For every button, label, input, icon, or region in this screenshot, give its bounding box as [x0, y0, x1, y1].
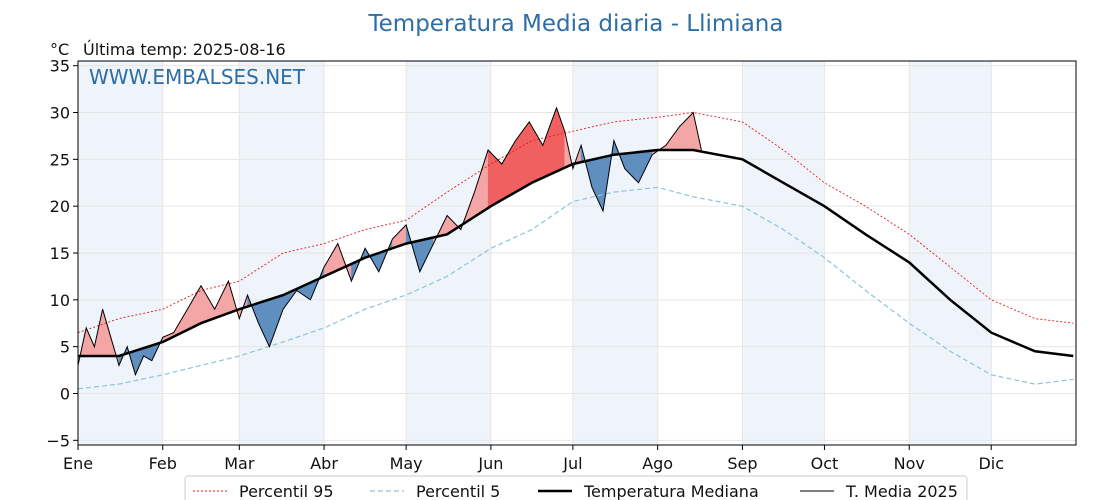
x-tick-label: Dic — [978, 454, 1004, 473]
series-line-current — [77, 106, 702, 377]
x-tick-label: Mar — [224, 454, 255, 473]
x-tick-label: Ene — [63, 454, 93, 473]
x-tick-label: Jul — [562, 454, 582, 473]
y-tick-label: −5 — [46, 431, 70, 450]
y-tick-label: 35 — [50, 57, 70, 76]
x-tick-label: Nov — [894, 454, 925, 473]
above-median-fill — [528, 120, 544, 185]
unit-label: °C — [50, 40, 69, 59]
x-tick-label: May — [390, 454, 423, 473]
legend: Percentil 95 Percentil 5 Temperatura Media… — [184, 475, 968, 500]
legend-label-p5: Percentil 5 — [416, 482, 500, 500]
y-tick-label: 5 — [60, 338, 70, 357]
y-tick-label: 15 — [50, 244, 70, 263]
above-median-fill — [515, 121, 530, 193]
series-line-median — [78, 148, 1074, 358]
y-tick-label: 30 — [50, 104, 70, 123]
x-tick-label: Ago — [642, 454, 673, 473]
x-axis: Ene Feb Mar Abr May Jun Jul Ago Sep Oct Nov Dic — [63, 445, 1004, 473]
x-tick-label: Sep — [727, 454, 757, 473]
above-median-fill — [679, 111, 694, 151]
y-tick-label: 25 — [50, 150, 70, 169]
y-tick-label: 0 — [60, 384, 70, 403]
x-tick-label: Feb — [149, 454, 177, 473]
x-tick-label: Jun — [477, 454, 503, 473]
last-temp-label: Última temp: 2025-08-16 — [83, 40, 286, 59]
series-line-p95 — [77, 112, 1074, 334]
y-tick-label: 20 — [50, 197, 70, 216]
y-tick-label: 10 — [50, 291, 70, 310]
legend-label-current: T. Media 2025 — [845, 482, 958, 500]
legend-label-p95: Percentil 95 — [239, 482, 334, 500]
series-line-p5 — [77, 186, 1074, 390]
chart-title: Temperatura Media diaria - Llimiana — [368, 11, 784, 37]
y-axis: −5 0 5 10 15 20 25 30 35 — [46, 57, 78, 450]
x-tick-label: Abr — [310, 454, 338, 473]
watermark: WWW.EMBALSES.NET — [89, 65, 306, 89]
legend-label-median: Temperatura Mediana — [583, 482, 759, 500]
series-lines — [77, 106, 1074, 390]
above-median-fill — [542, 107, 557, 179]
x-tick-label: Oct — [811, 454, 839, 473]
above-median-fill — [501, 139, 516, 201]
above-median-fill — [556, 107, 565, 172]
legend-box — [184, 475, 968, 500]
